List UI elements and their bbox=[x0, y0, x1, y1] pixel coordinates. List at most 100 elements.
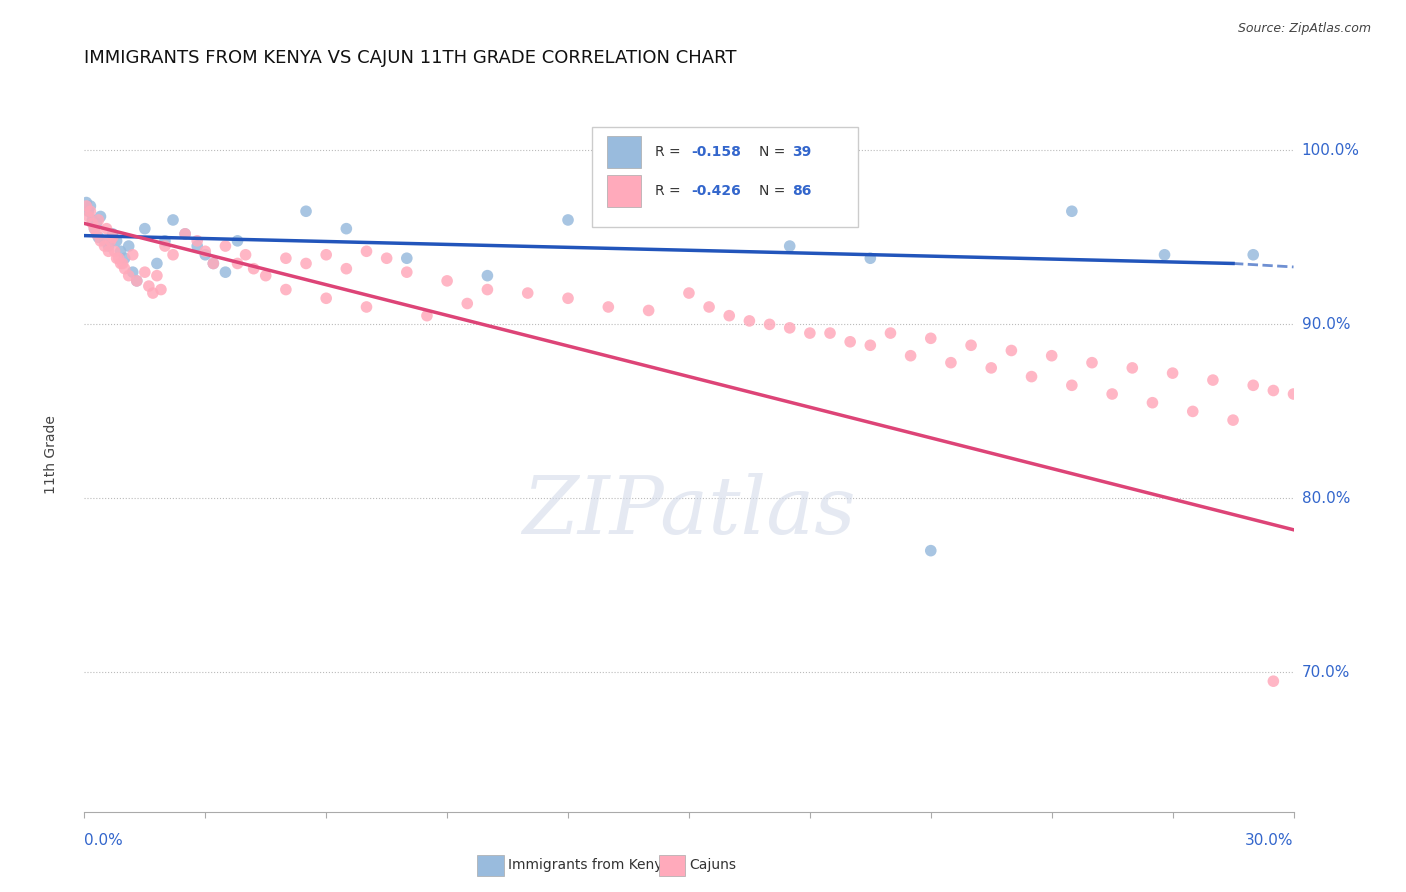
Text: N =: N = bbox=[759, 184, 790, 198]
Point bbox=[1060, 204, 1083, 219]
Point bbox=[1202, 373, 1225, 387]
Text: Cajuns: Cajuns bbox=[689, 858, 735, 872]
Point bbox=[598, 300, 620, 314]
Point bbox=[162, 213, 184, 227]
Point bbox=[1241, 248, 1264, 262]
Text: 39: 39 bbox=[792, 145, 811, 159]
Point bbox=[104, 244, 127, 259]
Point bbox=[242, 261, 264, 276]
Text: R =: R = bbox=[655, 184, 685, 198]
Point bbox=[153, 234, 176, 248]
Point bbox=[1263, 674, 1285, 689]
Text: 90.0%: 90.0% bbox=[1302, 317, 1350, 332]
Text: R =: R = bbox=[655, 145, 685, 159]
Point bbox=[101, 227, 124, 241]
Point bbox=[859, 252, 882, 266]
Text: ZIPatlas: ZIPatlas bbox=[522, 474, 856, 550]
Point bbox=[516, 286, 538, 301]
Text: N =: N = bbox=[759, 145, 790, 159]
Point bbox=[779, 321, 801, 335]
Text: 0.0%: 0.0% bbox=[84, 832, 124, 847]
Point bbox=[436, 274, 458, 288]
Point bbox=[100, 234, 122, 248]
Point bbox=[335, 261, 357, 276]
Point bbox=[174, 227, 197, 241]
Point bbox=[146, 268, 169, 283]
Point bbox=[121, 265, 143, 279]
Point bbox=[114, 261, 136, 276]
Point bbox=[1142, 395, 1164, 409]
Point bbox=[1222, 413, 1244, 427]
Point bbox=[114, 252, 136, 266]
Point bbox=[1282, 387, 1305, 401]
Point bbox=[557, 291, 579, 305]
Point bbox=[214, 265, 236, 279]
Point bbox=[83, 221, 105, 235]
Bar bbox=[607, 136, 641, 168]
Point bbox=[697, 300, 720, 314]
Point bbox=[186, 234, 208, 248]
Text: 86: 86 bbox=[792, 184, 811, 198]
Point bbox=[226, 234, 249, 248]
Point bbox=[79, 199, 101, 213]
Bar bbox=[658, 855, 685, 876]
Point bbox=[79, 204, 101, 219]
Text: 11th Grade: 11th Grade bbox=[44, 416, 58, 494]
Point bbox=[1000, 343, 1022, 358]
Point bbox=[920, 331, 942, 345]
Point bbox=[186, 239, 208, 253]
Point bbox=[1021, 369, 1043, 384]
Point bbox=[105, 234, 128, 248]
Point bbox=[839, 334, 862, 349]
Point bbox=[477, 283, 499, 297]
Point bbox=[879, 326, 901, 340]
Point bbox=[77, 204, 100, 219]
Point bbox=[395, 265, 418, 279]
Point bbox=[87, 230, 110, 244]
Point bbox=[93, 234, 115, 248]
Text: -0.158: -0.158 bbox=[692, 145, 741, 159]
Point bbox=[254, 268, 277, 283]
Point bbox=[295, 204, 318, 219]
Text: IMMIGRANTS FROM KENYA VS CAJUN 11TH GRADE CORRELATION CHART: IMMIGRANTS FROM KENYA VS CAJUN 11TH GRAD… bbox=[84, 49, 737, 67]
Text: 30.0%: 30.0% bbox=[1246, 832, 1294, 847]
Point bbox=[107, 252, 129, 266]
Point bbox=[125, 274, 148, 288]
Point bbox=[818, 326, 841, 340]
Point bbox=[1040, 349, 1063, 363]
Point bbox=[1181, 404, 1204, 418]
Point bbox=[194, 248, 217, 262]
Point bbox=[86, 216, 108, 230]
Point bbox=[202, 256, 225, 270]
Point bbox=[87, 213, 110, 227]
Point bbox=[939, 356, 962, 370]
Point bbox=[83, 221, 105, 235]
Point bbox=[557, 213, 579, 227]
Point bbox=[118, 239, 141, 253]
Point bbox=[96, 221, 118, 235]
Point bbox=[920, 543, 942, 558]
Point bbox=[1060, 378, 1083, 392]
Point bbox=[97, 239, 120, 253]
Point bbox=[89, 234, 111, 248]
Point bbox=[121, 248, 143, 262]
Text: Immigrants from Kenya: Immigrants from Kenya bbox=[508, 858, 671, 872]
Point bbox=[1241, 378, 1264, 392]
Point bbox=[335, 221, 357, 235]
Point bbox=[118, 268, 141, 283]
Point bbox=[138, 279, 160, 293]
Point bbox=[82, 213, 104, 227]
Point bbox=[637, 303, 659, 318]
Point bbox=[82, 216, 104, 230]
Point bbox=[718, 309, 741, 323]
Point bbox=[697, 210, 720, 224]
Text: Source: ZipAtlas.com: Source: ZipAtlas.com bbox=[1237, 22, 1371, 36]
Point bbox=[859, 338, 882, 352]
Point bbox=[1121, 360, 1143, 375]
Point bbox=[125, 274, 148, 288]
Point bbox=[295, 256, 318, 270]
Point bbox=[86, 227, 108, 241]
Text: 100.0%: 100.0% bbox=[1302, 143, 1360, 158]
Point bbox=[146, 256, 169, 270]
Point bbox=[1161, 366, 1184, 380]
